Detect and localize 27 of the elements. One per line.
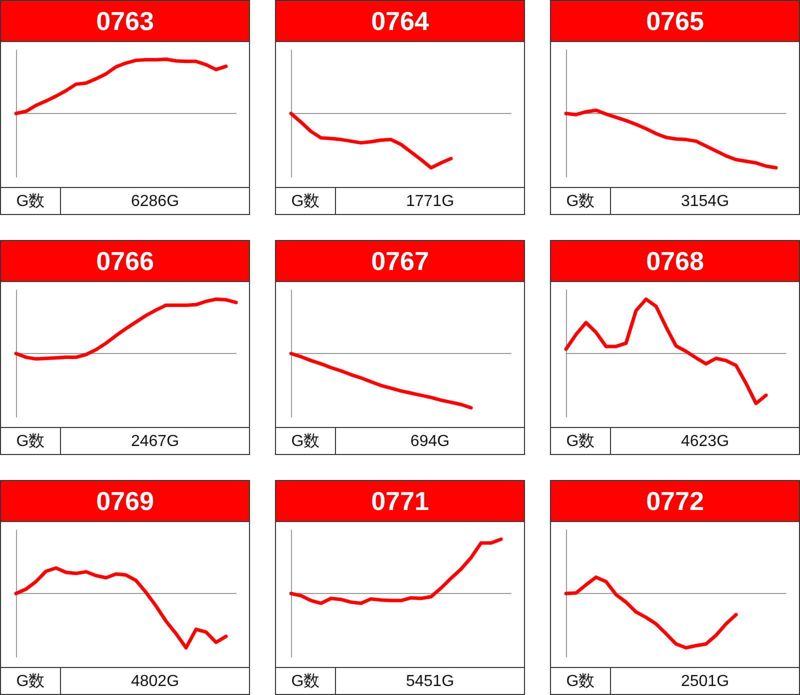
text: 6286G (130, 192, 180, 212)
text: G数 (1, 668, 61, 695)
text: 3154G (680, 192, 730, 212)
chart-title: 0769 (1, 481, 249, 522)
text: 1771G (404, 192, 456, 212)
chart-title: 0767 (276, 241, 524, 282)
text: 4623G (680, 432, 730, 452)
chart-title: 0771 (276, 481, 524, 522)
chart-title: 0766 (1, 241, 249, 282)
text: G数 (276, 668, 336, 695)
chart-title: 0768 (551, 241, 799, 282)
chart-title: 0765 (551, 1, 799, 42)
text: G数 (276, 428, 336, 455)
text: 694G (409, 432, 451, 452)
text: 2501G (680, 672, 730, 692)
text: G数 (1, 188, 61, 215)
chart-title: 0772 (551, 481, 799, 522)
text: 4802G (130, 672, 180, 692)
text: G数 (551, 428, 611, 455)
text: G数 (1, 428, 61, 455)
text: G数 (551, 188, 611, 215)
text: G数 (551, 668, 611, 695)
text: G数 (276, 188, 336, 215)
chart-title: 0763 (1, 1, 249, 42)
text: 2467G (130, 432, 180, 452)
chart-title: 0764 (276, 1, 524, 42)
text: 5451G (404, 672, 456, 692)
